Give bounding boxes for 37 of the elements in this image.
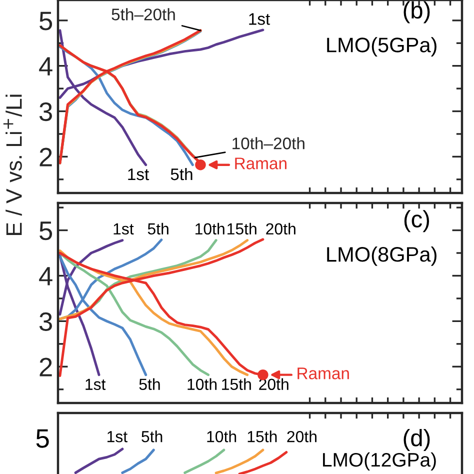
annotation: 20th [266, 222, 296, 235]
y-tick-label: 4 [39, 267, 52, 286]
annotation: 5th [148, 222, 168, 235]
annotation: 1st [128, 168, 150, 180]
text: 20th [287, 430, 316, 442]
annotation: 10th [196, 222, 224, 235]
annotation: 5th–20th [112, 8, 175, 20]
text: LMO(5GPa) [327, 37, 436, 56]
annotation: 15th [222, 378, 251, 390]
text: (c) [404, 210, 430, 232]
text: (d) [404, 428, 430, 451]
text: 10th [207, 430, 236, 442]
legend-label: Raman [235, 158, 286, 170]
y-tick-label: 3 [39, 102, 52, 122]
text: 1st [108, 431, 128, 442]
text: LMO(12GPa) [323, 452, 436, 471]
annotation: 1st [86, 378, 106, 390]
annotation: 1st [114, 223, 134, 235]
annotation: 5th [170, 168, 192, 180]
text: (b) [404, 1, 430, 24]
y-tick-label: 2 [40, 148, 52, 166]
annotation: 5th [139, 378, 160, 390]
legend-label: Raman [298, 368, 349, 380]
annotation: 1st [249, 13, 270, 25]
y-axis-title: E / V vs. Li$^{+}$/Li [3, 94, 22, 235]
text: 5th [142, 430, 162, 442]
y-tick-label: 4 [39, 57, 52, 76]
y-tick-label: 3 [39, 312, 52, 332]
text: 15th [248, 430, 277, 442]
annotation: 20th [259, 378, 288, 390]
y-tick-label: 5 [40, 222, 52, 240]
annotation: 10th–20th [232, 137, 304, 150]
y-tick-label: 5 [40, 12, 52, 30]
text: LMO(8GPa) [327, 246, 436, 266]
y-tick-label: 2 [40, 358, 52, 376]
annotation: 10th [188, 378, 217, 390]
annotation: 15th [228, 222, 256, 235]
